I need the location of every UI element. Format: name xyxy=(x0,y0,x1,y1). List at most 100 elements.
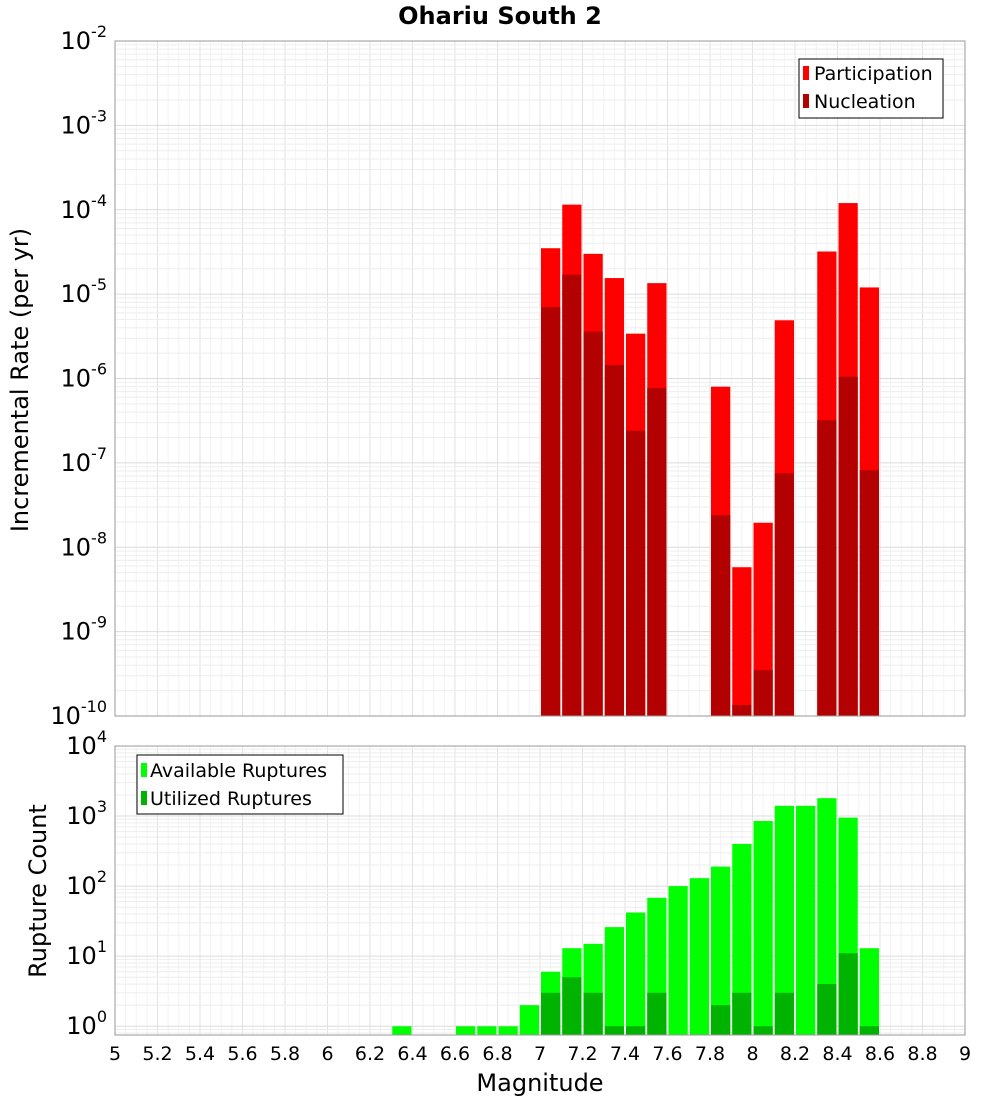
bottom-legend: Available Ruptures Utilized Ruptures xyxy=(136,754,344,815)
bottom-legend-box xyxy=(136,754,344,815)
bottom-bar-available-ruptures xyxy=(817,798,837,1035)
top-gridlines xyxy=(114,40,966,717)
bottom-y-ticks: 100 101 102 103 104 xyxy=(66,727,107,1040)
bottom-bar-available-ruptures xyxy=(689,878,709,1035)
x-tick-label: 5.6 xyxy=(227,1043,257,1065)
top-bar-nucleation xyxy=(774,473,794,716)
x-axis-label: Magnitude xyxy=(476,1069,603,1097)
top-panel: 10-10 10-9 10-8 10-7 10-6 10-5 10-4 10-3 10-2 In… xyxy=(6,22,966,730)
x-tick-label: 7.6 xyxy=(652,1043,682,1065)
legend-label-nucleation: Nucleation xyxy=(814,91,916,113)
top-bar-nucleation xyxy=(753,670,773,716)
bottom-bar-available-ruptures xyxy=(498,1026,518,1035)
chart-title: Ohariu South 2 xyxy=(398,2,602,30)
top-bar-nucleation xyxy=(817,420,837,716)
bottom-bar-utilized-ruptures xyxy=(817,984,837,1035)
bottom-bar-available-ruptures xyxy=(796,805,816,1035)
x-tick-label: 8.4 xyxy=(822,1043,852,1065)
bottom-bar-utilized-ruptures xyxy=(583,992,603,1035)
legend-swatch-utilized xyxy=(141,791,147,805)
top-y-tick-label: 10-10 xyxy=(50,697,107,730)
x-tick-label: 8.2 xyxy=(780,1043,810,1065)
top-y-ticks: 10-10 10-9 10-8 10-7 10-6 10-5 10-4 10-3 10-2 xyxy=(50,22,107,730)
top-bar-nucleation xyxy=(838,376,858,716)
top-plot-frame xyxy=(114,40,966,717)
top-bar-nucleation xyxy=(541,307,561,716)
top-bar-nucleation xyxy=(732,705,752,716)
bottom-y-tick-label: 100 xyxy=(66,1007,107,1040)
x-tick-label: 7.4 xyxy=(610,1043,640,1065)
x-tick-label: 5.4 xyxy=(185,1043,215,1065)
bottom-y-tick-label: 104 xyxy=(66,727,107,760)
top-bar-participation xyxy=(732,567,752,716)
bottom-bar-available-ruptures xyxy=(519,1005,539,1035)
legend-swatch-available xyxy=(141,763,147,777)
bottom-bar-utilized-ruptures xyxy=(562,977,582,1035)
bottom-y-tick-label: 102 xyxy=(66,867,107,900)
legend-label-participation: Participation xyxy=(814,63,933,85)
bottom-bar-available-ruptures xyxy=(392,1026,412,1035)
top-bar-nucleation xyxy=(647,388,667,716)
top-legend: Participation Nucleation xyxy=(798,58,944,119)
x-tick-label: 6.8 xyxy=(482,1043,512,1065)
top-bar-participation xyxy=(753,522,773,716)
bottom-bar-utilized-ruptures xyxy=(859,1026,879,1035)
x-tick-label: 6.4 xyxy=(397,1043,427,1065)
bottom-bar-available-ruptures xyxy=(477,1026,497,1035)
top-bars xyxy=(541,203,879,717)
bottom-bar-utilized-ruptures xyxy=(774,992,794,1035)
top-bar-nucleation xyxy=(711,515,731,716)
top-y-tick-label: 10-7 xyxy=(61,444,108,477)
bottom-bar-utilized-ruptures xyxy=(541,992,561,1035)
bottom-bar-available-ruptures xyxy=(732,843,752,1035)
top-y-tick-label: 10-8 xyxy=(61,528,108,561)
bottom-bar-available-ruptures xyxy=(859,948,879,1035)
top-y-tick-label: 10-4 xyxy=(61,191,108,224)
bottom-bar-available-ruptures xyxy=(604,927,624,1035)
top-bar-nucleation xyxy=(604,364,624,716)
bottom-bar-utilized-ruptures xyxy=(626,1026,646,1035)
top-y-tick-label: 10-3 xyxy=(61,106,108,139)
x-tick-label: 5 xyxy=(109,1043,121,1065)
x-tick-label: 7.8 xyxy=(695,1043,725,1065)
bottom-bar-utilized-ruptures xyxy=(732,992,752,1035)
bottom-bar-available-ruptures xyxy=(668,886,688,1035)
x-tick-label: 9 xyxy=(959,1043,971,1065)
x-tick-label: 6 xyxy=(321,1043,333,1065)
x-tick-label: 5.8 xyxy=(270,1043,300,1065)
bottom-bars xyxy=(392,798,879,1035)
top-y-tick-label: 10-5 xyxy=(61,275,108,308)
bottom-bar-utilized-ruptures xyxy=(647,992,667,1035)
bottom-y-axis-label: Rupture Count xyxy=(24,804,52,978)
top-bar-nucleation xyxy=(583,331,603,716)
top-legend-box xyxy=(798,58,944,119)
x-tick-label: 7 xyxy=(534,1043,546,1065)
legend-label-utilized: Utilized Ruptures xyxy=(150,788,312,810)
x-tick-label: 6.2 xyxy=(355,1043,385,1065)
x-tick-label: 8.8 xyxy=(907,1043,937,1065)
bottom-bar-available-ruptures xyxy=(711,866,731,1035)
top-bar-nucleation xyxy=(859,470,879,716)
bottom-bar-utilized-ruptures xyxy=(604,1026,624,1035)
legend-label-available: Available Ruptures xyxy=(150,760,327,782)
bottom-bar-utilized-ruptures xyxy=(711,1005,731,1035)
bottom-bar-available-ruptures xyxy=(626,912,646,1035)
top-bar-nucleation xyxy=(562,274,582,716)
x-tick-label: 5.2 xyxy=(142,1043,172,1065)
bottom-bar-available-ruptures xyxy=(753,821,773,1035)
x-tick-label: 8.6 xyxy=(865,1043,895,1065)
bottom-bar-utilized-ruptures xyxy=(753,1026,773,1035)
legend-swatch-nucleation xyxy=(803,94,809,108)
bottom-plot-frame xyxy=(114,745,966,1036)
x-tick-label: 6.6 xyxy=(440,1043,470,1065)
x-tick-label: 7.2 xyxy=(567,1043,597,1065)
bottom-y-tick-label: 101 xyxy=(66,937,107,970)
top-y-tick-label: 10-2 xyxy=(61,22,108,55)
x-tick-label: 8 xyxy=(746,1043,758,1065)
bottom-panel: 100 101 102 103 104 5 5.2 5.4 5.6 5.8 6 6.2 6.4 6.6 6… xyxy=(24,727,971,1097)
top-y-tick-label: 10-6 xyxy=(61,360,108,393)
top-bar-nucleation xyxy=(626,430,646,716)
bottom-bar-available-ruptures xyxy=(456,1026,476,1035)
legend-swatch-participation xyxy=(803,66,809,80)
